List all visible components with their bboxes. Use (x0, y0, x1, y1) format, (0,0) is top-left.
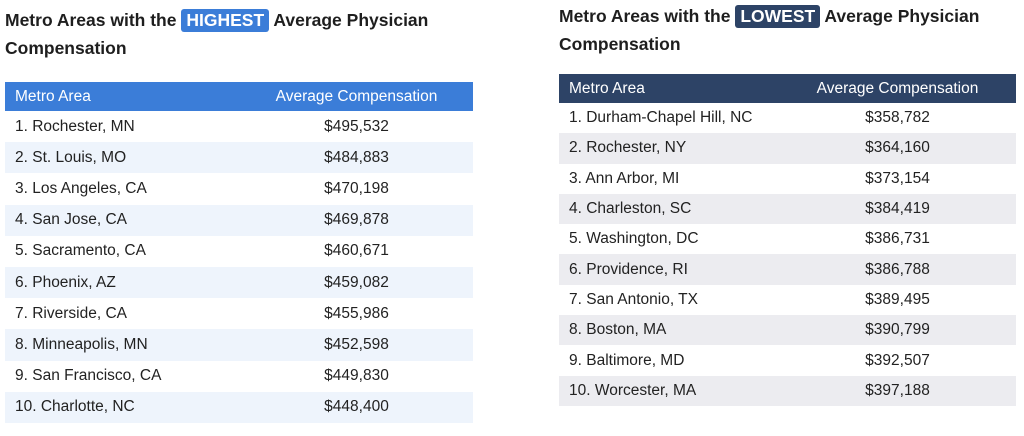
table-row: 5. Washington, DC $386,731 (559, 224, 1016, 254)
metro-cell: 1. Durham-Chapel Hill, NC (569, 109, 753, 127)
table-row: 9. Baltimore, MD $392,507 (559, 345, 1016, 375)
metro-cell: 10. Charlotte, NC (5, 391, 240, 423)
metro-cell: 1. Rochester, MN (15, 117, 135, 135)
compensation-cell: $469,878 (240, 204, 473, 236)
table-title: Metro Areas with the LOWEST Average Phys… (559, 2, 1016, 58)
column-header: Metro Area (559, 74, 779, 103)
metro-cell: 8. Boston, MA (559, 315, 779, 346)
compensation-cell: $397,188 (779, 375, 1016, 406)
compensation-cell: $389,495 (865, 290, 930, 308)
table-row: 5. Sacramento, CA $460,671 (5, 236, 473, 267)
title-badge: LOWEST (735, 5, 821, 28)
header-row: Metro Area Average Compensation (5, 82, 473, 111)
table-row: 3. Ann Arbor, MI $373,154 (559, 164, 1016, 194)
compensation-cell: $460,671 (324, 242, 389, 260)
title-text: Metro Areas with the (559, 6, 731, 26)
metro-cell: 5. Sacramento, CA (15, 242, 146, 260)
data-table: Metro Area Average Compensation 1. Rochest… (5, 82, 473, 423)
metro-cell: 5. Washington, DC (569, 230, 699, 248)
column-header: Metro Area (5, 82, 240, 111)
compensation-cell: $386,788 (779, 254, 1016, 285)
table-row: 8. Minneapolis, MN $452,598 (5, 329, 473, 361)
table-row: 6. Providence, RI $386,788 (559, 254, 1016, 285)
compensation-cell: $364,160 (779, 133, 1016, 164)
compensation-cell: $470,198 (324, 179, 389, 197)
header-row: Metro Area Average Compensation (559, 74, 1016, 103)
title-text: Average Physician Compensation (5, 10, 429, 58)
compensation-cell: $384,419 (779, 193, 1016, 225)
table-row: 1. Durham-Chapel Hill, NC $358,782 (559, 103, 1016, 133)
metro-cell: 8. Minneapolis, MN (5, 329, 240, 361)
table-row: 10. Worcester, MA $397,188 (559, 375, 1016, 406)
compensation-cell: $386,731 (865, 230, 930, 248)
data-table: Metro Area Average Compensation 1. Durham-… (559, 74, 1016, 406)
compensation-cell: $390,799 (779, 315, 1016, 346)
compensation-cell: $484,883 (240, 142, 473, 174)
table-row: 2. Rochester, NY $364,160 (559, 133, 1016, 164)
metro-cell: 4. Charleston, SC (559, 193, 779, 225)
metro-cell: 7. Riverside, CA (15, 304, 127, 322)
compensation-cell: $459,082 (240, 266, 473, 299)
metro-cell: 2. St. Louis, MO (5, 142, 240, 174)
metro-cell: 2. Rochester, NY (559, 133, 779, 164)
highest-panel: Metro Areas with the HIGHEST Average Phy… (5, 6, 473, 423)
lowest-panel: Metro Areas with the LOWEST Average Phys… (559, 2, 1016, 406)
table-row: 6. Phoenix, AZ $459,082 (5, 266, 473, 299)
metro-cell: 4. San Jose, CA (5, 204, 240, 236)
metro-cell: 3. Los Angeles, CA (15, 179, 147, 197)
compensation-cell: $373,154 (865, 169, 930, 187)
column-header: Average Compensation (240, 82, 473, 111)
table-row: 8. Boston, MA $390,799 (559, 315, 1016, 346)
table-row: 7. San Antonio, TX $389,495 (559, 285, 1016, 315)
metro-cell: 3. Ann Arbor, MI (569, 169, 680, 187)
title-badge: HIGHEST (181, 9, 270, 32)
table-row: 3. Los Angeles, CA $470,198 (5, 173, 473, 204)
table-row: 9. San Francisco, CA $449,830 (5, 361, 473, 392)
metro-cell: 9. Baltimore, MD (569, 351, 685, 369)
title-text: Metro Areas with the (5, 10, 177, 30)
compensation-cell: $455,986 (324, 304, 389, 322)
table-row: 10. Charlotte, NC $448,400 (5, 391, 473, 423)
column-header: Average Compensation (779, 74, 1016, 103)
compensation-cell: $452,598 (240, 329, 473, 361)
compensation-cell: $448,400 (240, 391, 473, 423)
metro-cell: 6. Phoenix, AZ (5, 266, 240, 299)
metro-cell: 9. San Francisco, CA (15, 367, 162, 385)
compensation-cell: $449,830 (324, 367, 389, 385)
table-title: Metro Areas with the HIGHEST Average Phy… (5, 6, 473, 62)
metro-cell: 10. Worcester, MA (559, 375, 779, 406)
table-row: 7. Riverside, CA $455,986 (5, 298, 473, 329)
title-text: Average Physician Compensation (559, 6, 980, 54)
compensation-cell: $495,532 (324, 117, 389, 135)
compensation-cell: $358,782 (865, 109, 930, 127)
table-row: 4. San Jose, CA $469,878 (5, 204, 473, 236)
table-row: 2. St. Louis, MO $484,883 (5, 142, 473, 174)
metro-cell: 7. San Antonio, TX (569, 290, 698, 308)
table-row: 4. Charleston, SC $384,419 (559, 193, 1016, 225)
compensation-cell: $392,507 (865, 351, 930, 369)
table-row: 1. Rochester, MN $495,532 (5, 111, 473, 142)
metro-cell: 6. Providence, RI (559, 254, 779, 285)
